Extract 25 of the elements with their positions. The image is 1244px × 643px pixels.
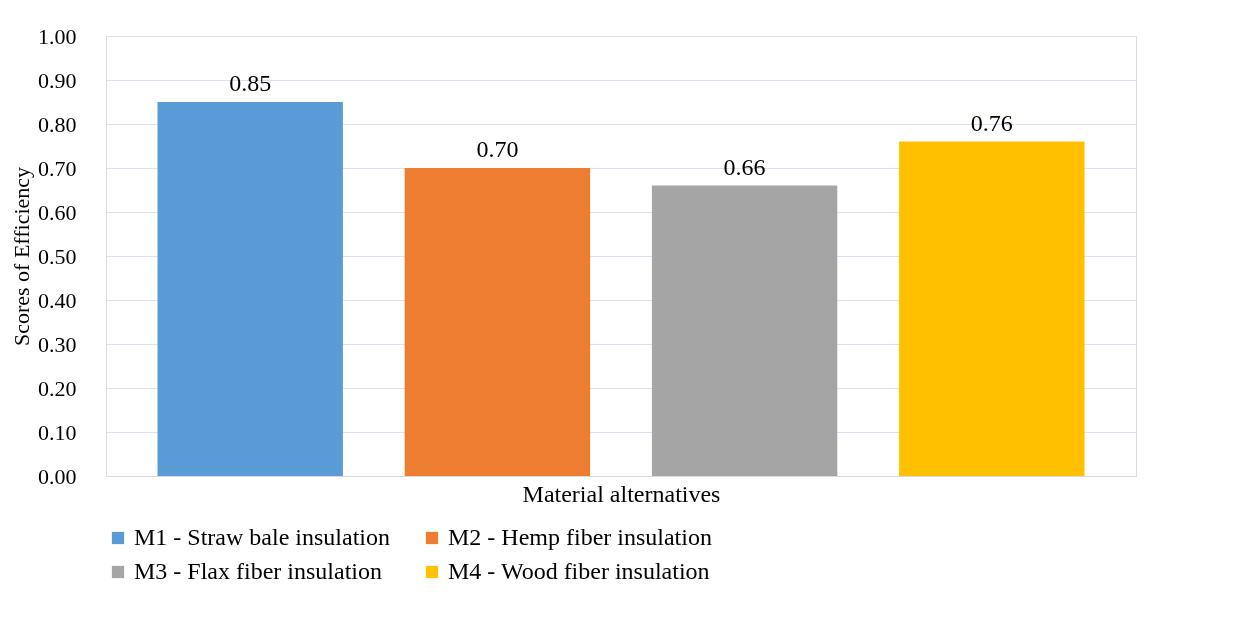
legend-label: M1 - Straw bale insulation: [134, 524, 390, 550]
y-tick-label: 0.80: [38, 111, 77, 137]
bar: [157, 102, 343, 476]
data-label: 0.70: [476, 136, 519, 162]
y-tick-label: 0.20: [38, 375, 77, 401]
x-axis-title: Material alternatives: [522, 480, 721, 507]
bar: [404, 168, 591, 476]
data-label: 0.66: [723, 153, 766, 180]
bar: [651, 185, 838, 476]
y-tick-label: 0.30: [38, 331, 77, 357]
data-label: 0.85: [229, 70, 272, 96]
y-tick-label: 0.60: [38, 199, 77, 225]
y-tick-label: 0.50: [38, 243, 77, 269]
y-tick-label: 0.70: [38, 155, 77, 181]
y-tick-label: 0.00: [38, 463, 77, 489]
data-label: 0.76: [970, 109, 1013, 136]
legend-label: M3 - Flax fiber insulation: [134, 558, 382, 584]
y-tick-label: 1.00: [38, 23, 77, 49]
legend-label: M2 - Hemp fiber insulation: [448, 524, 712, 550]
y-tick-label: 0.90: [38, 67, 77, 93]
bar: [899, 141, 1085, 476]
legend-label: M4 - Wood fiber insulation: [448, 558, 710, 584]
y-axis-title: Scores of Efficiency: [9, 166, 34, 347]
y-tick-label: 0.10: [38, 419, 77, 445]
y-tick-label: 0.40: [38, 287, 77, 313]
